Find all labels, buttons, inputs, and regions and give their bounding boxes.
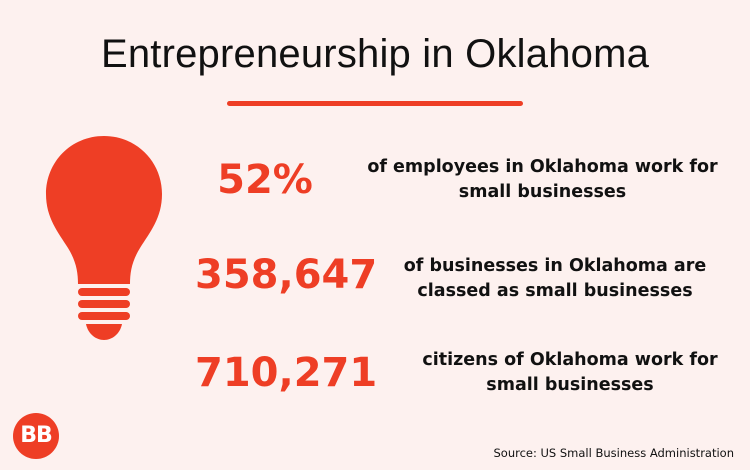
stat-description-businesses: of businesses in Oklahoma are classed as… [385,254,725,304]
stat-description-employees: of employees in Oklahoma work for small … [365,155,720,205]
title-underline [227,101,523,106]
description-line: classed as small businesses [417,281,693,301]
stat-value-employees: 52% [217,157,313,203]
page-title: Entrepreneurship in Oklahoma [100,32,650,76]
description-line: of businesses in Oklahoma are [403,256,707,276]
description-line: of employees in Oklahoma work for [367,157,718,177]
source-citation: Source: US Small Business Administration [493,446,734,460]
description-line: citizens of Oklahoma work for [422,350,718,370]
stat-description-citizens: citizens of Oklahoma work for small busi… [400,348,740,398]
lightbulb-icon [46,136,162,340]
stat-value-businesses: 358,647 [195,252,378,298]
description-line: small businesses [486,375,654,395]
stat-value-citizens: 710,271 [195,350,378,396]
brand-logo: BB [13,413,59,459]
description-line: small businesses [458,182,627,202]
